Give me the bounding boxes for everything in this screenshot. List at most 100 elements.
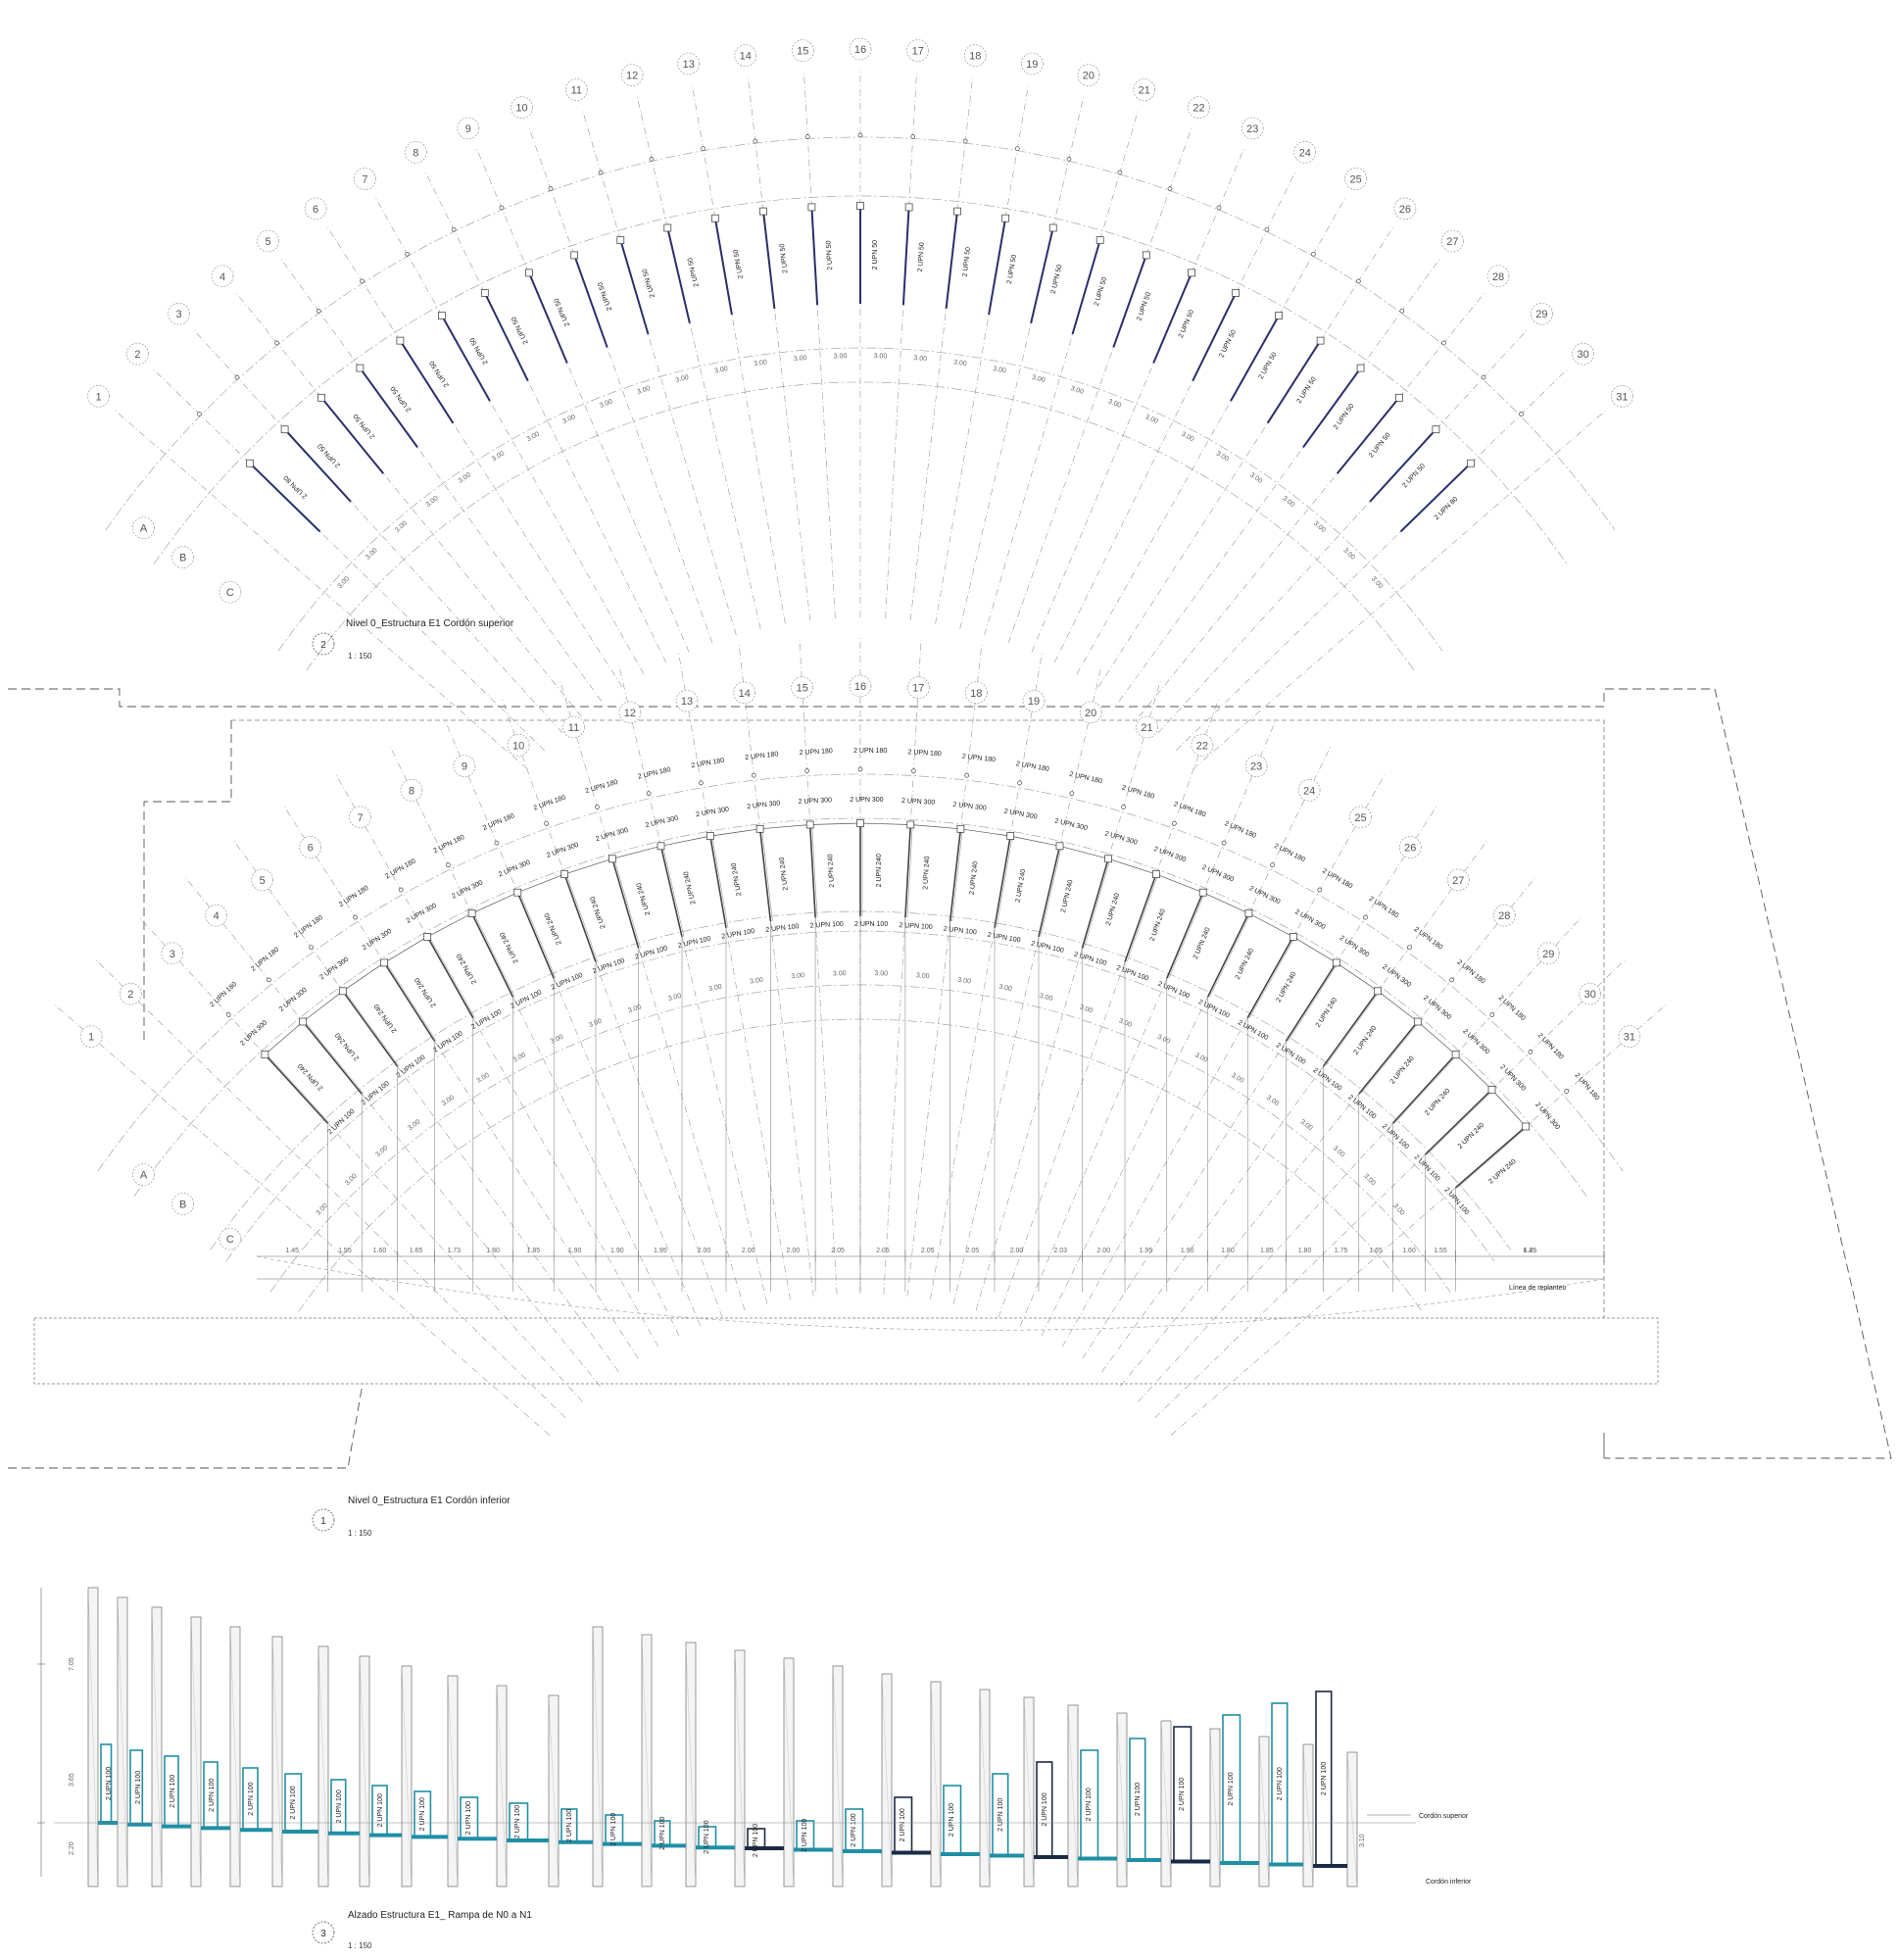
elevation-column-hatch: [496, 1685, 508, 1887]
dimension-label: 1.95: [1140, 1248, 1153, 1254]
beam-label-300: 2 UPN 300: [747, 800, 781, 810]
beam-line: [810, 207, 819, 306]
grid-arc: [153, 195, 1568, 564]
beam-node: [1095, 236, 1104, 244]
elevation-frame: [284, 1773, 303, 1833]
grid-line: [959, 94, 1085, 629]
grid-node: [1449, 977, 1454, 983]
beam-node: [280, 425, 289, 434]
grid-line: [885, 70, 917, 618]
grid-node: [804, 134, 810, 139]
grid-number: 9: [462, 761, 467, 773]
elevation-beam-label: 2 UPN 100: [419, 1797, 426, 1831]
dimension-label: 1.60: [373, 1248, 387, 1254]
grid-letter-bubble: [171, 546, 194, 568]
radial-beam-edge: [711, 836, 729, 928]
chord-beam: [910, 824, 961, 830]
grid-node: [353, 914, 358, 920]
chord-beam: [302, 991, 344, 1022]
grid-number: 4: [214, 910, 219, 922]
beam-label-100: 2 UPN 100: [854, 921, 888, 928]
beam-node: [953, 207, 961, 216]
grid-number: 16: [854, 44, 866, 56]
grid-number: 23: [1246, 123, 1258, 135]
grid-line: [1157, 327, 1530, 734]
grid-number: 29: [1535, 309, 1547, 320]
beam-node: [480, 289, 489, 297]
beam-node: [663, 223, 672, 232]
grid-node: [804, 768, 809, 773]
grid-number: 13: [683, 59, 695, 71]
chord-beam: [1107, 858, 1157, 875]
grid-node: [1564, 1089, 1570, 1094]
grid-node: [225, 1012, 231, 1017]
radial-beam: [1322, 990, 1379, 1067]
radial-beam: [994, 835, 1011, 928]
elevation-beam-label: 2 UPN 100: [514, 1805, 521, 1838]
grid-node: [1270, 862, 1275, 867]
spacing-label: 3.00: [667, 993, 682, 1003]
elevation-column-hatch: [1023, 1696, 1035, 1887]
chord-beam: [563, 858, 613, 875]
plan-top-grid-lines: [113, 69, 1608, 770]
elevation-beam-label: 2 UPN 100: [135, 1771, 142, 1804]
beam-line: [1071, 239, 1101, 335]
grid-node: [595, 805, 600, 809]
plan-top-number: 2: [320, 640, 326, 651]
dimension-label: 1.75: [1335, 1248, 1348, 1254]
grid-node: [1172, 820, 1177, 826]
beam-node: [1232, 289, 1241, 297]
grid-number: 21: [1139, 85, 1150, 97]
grid-number: 10: [512, 740, 524, 752]
radial-beam-edge: [385, 962, 437, 1042]
beam-label: 2 UPN 50: [872, 240, 879, 270]
spacing-label: 3.00: [957, 977, 972, 986]
elevation-frame: [654, 1820, 671, 1847]
grid-bubble: [733, 681, 756, 705]
beam-node: [438, 312, 446, 319]
elevation-frame: [747, 1828, 766, 1849]
grid-bubble: [1191, 733, 1214, 757]
beam-node: [657, 842, 665, 851]
grid-bubble: [400, 778, 423, 802]
plan-bottom-title: Nivel 0_Estructura E1 Cordón inferior: [348, 1495, 511, 1506]
elevation-column-hatch: [979, 1689, 991, 1887]
plan-bottom-number: 1: [320, 1516, 326, 1527]
grid-bubble: [1244, 755, 1268, 778]
grid-line: [234, 291, 582, 717]
site-boundary-dashed: [8, 688, 1892, 1459]
spacing-label: 3.00: [913, 355, 927, 363]
chord-beam: [1417, 1021, 1456, 1055]
grid-number: 20: [1085, 708, 1096, 719]
beam-node: [856, 202, 864, 210]
beam-line: [1112, 255, 1147, 348]
grid-number: 16: [854, 681, 866, 693]
grid-line: [909, 74, 974, 620]
grid-node: [1014, 146, 1020, 152]
dimension-label: 1.55: [338, 1248, 352, 1254]
beam-label-180: 2 UPN 180: [799, 748, 833, 757]
grid-letter-bubble: [171, 1193, 194, 1215]
elevation-column-hatch: [1346, 1751, 1358, 1887]
beam-label: 2 UPN 50: [917, 242, 926, 272]
chord-beam: [660, 835, 710, 847]
grid-node: [1356, 278, 1361, 284]
beam-line: [359, 368, 418, 449]
grid-number: 26: [1404, 843, 1416, 855]
beam-line: [573, 255, 608, 348]
chord-beam: [1455, 1054, 1492, 1091]
elevation-ramp: 2 UPN 100 2 UPN 100 2 UPN 100 2 UPN 100 2 UP…: [37, 1587, 1472, 1950]
grid-bubble: [404, 141, 427, 164]
chord-beam: [517, 873, 565, 894]
grid-bubble: [211, 265, 234, 288]
grid-bubble: [457, 117, 480, 140]
grid-line: [1097, 224, 1395, 688]
grid-node: [1528, 1050, 1533, 1054]
elevation-beam-label: 2 UPN 100: [1135, 1783, 1142, 1816]
chord-beam: [759, 824, 810, 830]
beam-node: [1001, 214, 1009, 222]
grid-number: 22: [1192, 103, 1204, 115]
grid-bubble: [906, 676, 930, 700]
drawing-number-bubble: [312, 1921, 335, 1944]
spacing-label: 3.00: [794, 355, 807, 363]
